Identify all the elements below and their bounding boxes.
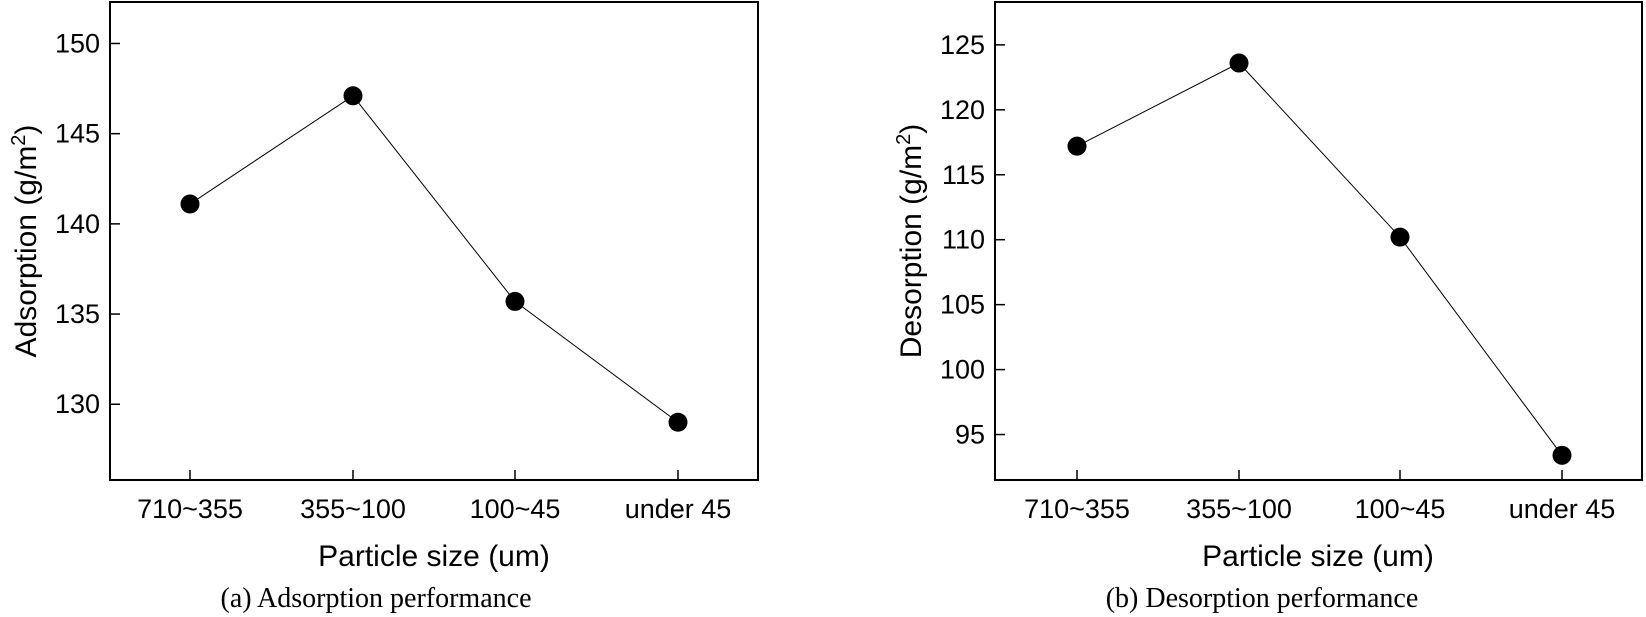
desorption-x-tick-label: 355~100 [1186,494,1292,524]
adsorption-data-points [180,86,688,432]
adsorption-data-point [180,194,200,214]
desorption-y-tick-label: 125 [940,30,985,60]
adsorption-series-line [189,95,679,423]
desorption-x-axis: 710~355 355~100 100~45 under 45 [1024,470,1615,524]
adsorption-x-axis-title: Particle size (um) [318,540,550,573]
adsorption-panel: 130 135 140 145 150 710~355 355~100 100~45 unde… [8,1,759,614]
desorption-y-axis-title-superscript: 2 [893,134,915,145]
adsorption-y-axis-title-end: ) [10,125,43,135]
desorption-y-tick-label: 110 [942,225,985,255]
adsorption-data-point [505,291,525,311]
adsorption-x-tick-label: 355~100 [300,494,406,524]
desorption-y-axis-title-main: Desorption (g/m [895,145,928,358]
desorption-caption: (b) Desorption performance [1106,583,1419,614]
adsorption-y-tick-label: 140 [55,209,100,239]
desorption-y-tick-label: 100 [940,355,985,385]
desorption-data-points [1067,53,1572,465]
desorption-y-tick-label: 115 [942,160,985,190]
desorption-plot-frame [994,1,1643,481]
desorption-x-tick-label: 100~45 [1355,494,1446,524]
desorption-y-axis-title: Desorption (g/m2) [893,124,928,359]
adsorption-data-point [343,86,363,106]
adsorption-y-axis-title: Adsorption (g/m2) [8,125,43,358]
adsorption-caption: (a) Adsorption performance [221,583,532,614]
adsorption-data-point [668,412,688,432]
adsorption-y-axis-title-superscript: 2 [8,135,30,146]
desorption-y-tick-label: 120 [940,95,985,125]
desorption-x-axis-title: Particle size (um) [1202,540,1434,573]
desorption-data-point [1229,53,1249,73]
adsorption-x-axis: 710~355 355~100 100~45 under 45 [137,470,731,524]
adsorption-x-tick-label: 100~45 [470,494,561,524]
desorption-data-point [1552,445,1572,465]
desorption-data-point [1390,227,1410,247]
adsorption-y-tick-label: 150 [55,28,100,58]
adsorption-y-tick-label: 135 [55,299,100,329]
desorption-y-tick-label: 105 [940,290,985,320]
adsorption-y-axis-title-main: Adsorption (g/m [10,146,43,358]
desorption-x-tick-label: 710~355 [1024,494,1130,524]
adsorption-x-tick-label: 710~355 [137,494,243,524]
adsorption-plot-frame [109,1,759,481]
desorption-data-point [1067,136,1087,156]
desorption-y-axis: 95 100 105 110 115 120 125 [940,30,1005,450]
desorption-x-tick-label: under 45 [1509,494,1616,524]
desorption-y-axis-title-end: ) [895,124,928,134]
desorption-y-tick-label: 95 [955,420,985,450]
desorption-series-line [1076,62,1563,456]
adsorption-y-tick-label: 130 [55,389,100,419]
adsorption-y-axis: 130 135 140 145 150 [55,28,120,419]
adsorption-y-tick-label: 145 [55,119,100,149]
desorption-panel: 95 100 105 110 115 120 125 710~355 355~100 100~4… [893,1,1643,614]
adsorption-x-tick-label: under 45 [625,494,732,524]
